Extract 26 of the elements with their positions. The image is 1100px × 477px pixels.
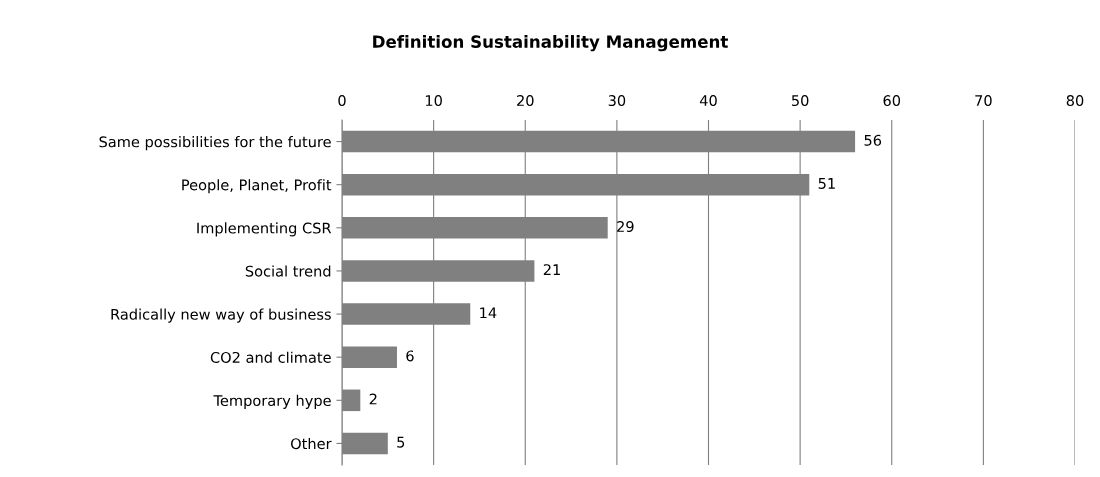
data-label: 2 [369, 393, 377, 405]
x-tick-label: 50 [791, 95, 809, 107]
y-tick-label: Other [290, 437, 332, 450]
y-tick-label: Radically new way of business [111, 308, 331, 323]
x-tick-label: 80 [1066, 95, 1084, 107]
data-label: 56 [864, 134, 882, 146]
data-label: 14 [480, 307, 497, 319]
x-tick-label: 30 [608, 95, 626, 107]
x-tick-label: 10 [425, 95, 442, 107]
y-tick-label: People, Planet, Profit [182, 179, 332, 194]
y-tick-label: CO2 and climate [210, 351, 331, 363]
data-label: 29 [617, 221, 634, 233]
chart-title: Definition Sustainability Management [373, 35, 728, 52]
data-label: 5 [397, 436, 405, 448]
y-tick-label: Same possibilities for the future [99, 136, 331, 151]
x-tick-label: 40 [699, 95, 717, 107]
y-tick-label: Temporary hype [213, 394, 331, 409]
x-tick-label: 0 [338, 95, 346, 107]
x-tick-label: 60 [883, 95, 901, 107]
data-label: 6 [406, 350, 414, 362]
data-label: 21 [543, 264, 560, 275]
data-label: 51 [818, 178, 835, 189]
x-tick-label: 20 [517, 95, 534, 107]
y-tick-label: Implementing CSR [197, 222, 332, 237]
x-tick-label: 70 [975, 95, 992, 107]
y-tick-label: Social trend [245, 265, 331, 277]
